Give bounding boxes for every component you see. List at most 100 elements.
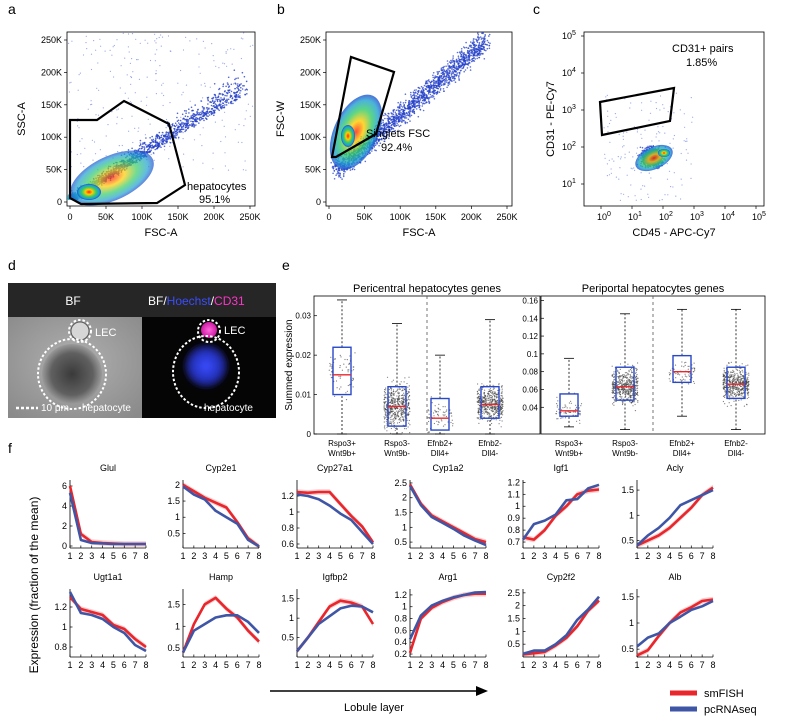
event-dot: [154, 137, 157, 139]
event-dot: [469, 59, 471, 61]
event-dot: [162, 140, 165, 143]
event-dot: [150, 144, 152, 147]
event-dot: [392, 111, 395, 113]
event-dot: [686, 140, 688, 142]
event-dot: [435, 85, 438, 88]
event-dot: [447, 84, 450, 87]
event-dot: [118, 145, 120, 147]
event-dot: [444, 80, 446, 83]
event-dot: [448, 81, 451, 83]
y-axis-label: SSC-A: [16, 102, 28, 136]
event-dot: [223, 63, 226, 65]
x-tick-label: 200K: [461, 212, 482, 222]
event-dot: [245, 169, 247, 171]
event-dot: [104, 50, 106, 52]
event-dot: [190, 125, 193, 127]
event-dot: [447, 68, 449, 70]
event-dot: [410, 91, 412, 94]
event-dot: [460, 50, 463, 52]
event-dot: [186, 118, 189, 121]
event-dot: [450, 66, 452, 68]
event-dot: [611, 158, 613, 160]
event-dot: [467, 62, 470, 65]
event-dot: [476, 39, 479, 42]
event-dot: [445, 72, 447, 74]
event-dot: [466, 58, 468, 60]
event-dot: [336, 173, 338, 175]
event-dot: [154, 40, 156, 42]
event-dot: [444, 82, 446, 84]
event-dot: [432, 80, 435, 82]
event-dot: [382, 124, 385, 127]
event-dot: [182, 125, 185, 128]
event-dot: [477, 32, 479, 34]
event-dot: [202, 107, 205, 109]
event-dot: [192, 159, 194, 161]
event-dot: [155, 93, 157, 95]
event-dot: [419, 108, 422, 111]
y-tick-label: 150K: [41, 100, 62, 110]
event-dot: [149, 123, 151, 125]
event-dot: [470, 54, 473, 57]
density-core: [329, 94, 383, 170]
event-dot: [174, 128, 176, 130]
event-dot: [409, 105, 412, 108]
event-dot: [449, 77, 452, 79]
panel-letter-d: d: [8, 257, 16, 273]
event-dot: [417, 104, 419, 107]
event-dot: [430, 80, 433, 83]
event-dot: [131, 102, 133, 104]
event-dot: [399, 124, 402, 127]
event-dot: [418, 94, 421, 96]
event-dot: [137, 59, 139, 61]
event-dot: [201, 110, 203, 112]
event-dot: [223, 125, 225, 127]
event-dot: [204, 117, 207, 119]
event-dot: [344, 171, 346, 173]
event-dot: [396, 122, 398, 125]
event-dot: [425, 95, 428, 97]
event-dot: [168, 137, 171, 139]
event-dot: [446, 69, 448, 72]
event-dot: [431, 96, 433, 98]
event-dot: [402, 112, 405, 115]
event-dot: [469, 54, 471, 57]
event-dot: [457, 76, 460, 78]
event-dot: [434, 84, 437, 86]
event-dot: [472, 38, 475, 40]
event-dot: [375, 149, 377, 152]
event-dot: [339, 172, 341, 175]
event-dot: [161, 134, 163, 136]
event-dot: [227, 102, 230, 104]
event-dot: [484, 37, 486, 40]
event-dot: [238, 89, 240, 92]
event-dot: [462, 65, 465, 68]
event-dot: [404, 121, 406, 123]
event-dot: [417, 115, 420, 118]
event-dot: [383, 140, 386, 143]
event-dot: [200, 117, 203, 119]
event-dot: [457, 55, 460, 57]
event-dot: [455, 75, 458, 77]
event-dot: [387, 115, 390, 118]
event-dot: [473, 41, 476, 43]
x-tick-label: 200K: [203, 212, 224, 222]
event-dot: [380, 131, 383, 134]
event-dot: [373, 146, 376, 148]
event-dot: [143, 146, 146, 148]
event-dot: [198, 118, 201, 121]
event-dot: [159, 141, 161, 143]
event-dot: [469, 69, 472, 71]
y-tick-label: 50K: [46, 165, 62, 175]
event-dot: [196, 38, 198, 40]
event-dot: [174, 133, 177, 135]
event-dot: [647, 145, 649, 148]
event-dot: [458, 71, 461, 74]
event-dot: [195, 114, 198, 116]
event-dot: [627, 196, 629, 198]
event-dot: [419, 98, 422, 100]
event-dot: [193, 123, 195, 126]
event-dot: [184, 130, 186, 133]
event-dot: [162, 142, 164, 144]
event-dot: [401, 121, 403, 123]
